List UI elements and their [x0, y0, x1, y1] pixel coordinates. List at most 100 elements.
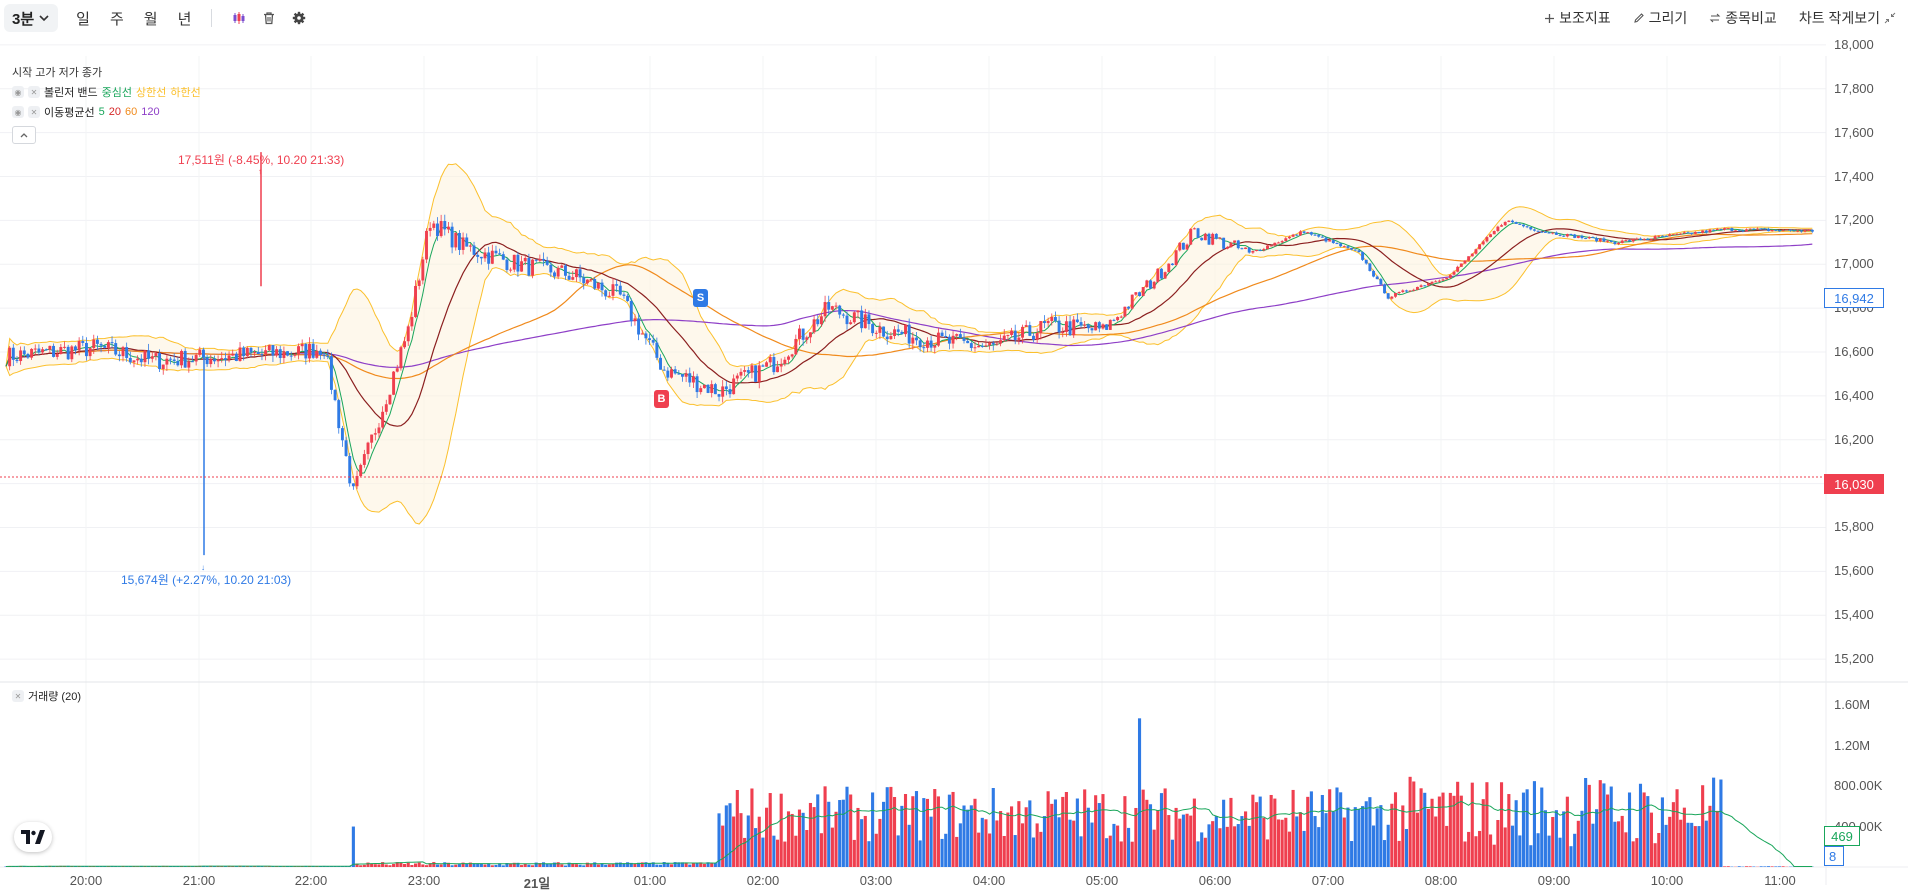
tradingview-logo[interactable] [14, 822, 52, 852]
candle-body [1240, 248, 1243, 249]
time-axis-label: 05:00 [1086, 873, 1119, 888]
volume-bar [1562, 811, 1565, 867]
eye-icon[interactable]: ◉ [12, 86, 24, 98]
close-icon[interactable]: ✕ [28, 86, 40, 98]
volume-bar [984, 819, 987, 867]
candle-body [988, 343, 991, 346]
volume-bar [992, 788, 995, 867]
volume-bar [1602, 783, 1605, 867]
volume-bar [842, 800, 845, 867]
candle-body [1712, 230, 1715, 231]
candle-body [67, 347, 70, 359]
candle-body [999, 340, 1002, 343]
buy-marker[interactable]: B [654, 390, 669, 408]
candle-body [114, 343, 117, 354]
candle-body [535, 260, 538, 261]
candle-body [308, 344, 311, 359]
candle-body [432, 224, 435, 228]
candle-body [524, 258, 527, 261]
volume-bar [1083, 789, 1086, 867]
volume-bar [1705, 821, 1708, 867]
volume-bar [1390, 804, 1393, 867]
volume-bar [520, 865, 523, 867]
candle-body [454, 233, 457, 247]
close-icon[interactable]: ✕ [28, 106, 40, 118]
volume-bar [827, 802, 830, 867]
candle-body [443, 221, 446, 229]
candle-body [323, 355, 326, 356]
volume-bar [1511, 826, 1514, 867]
volume-bar [1101, 794, 1104, 867]
candle-body [312, 344, 315, 358]
volume-bar [403, 864, 406, 867]
candle-body [385, 404, 388, 412]
candle-body [1244, 248, 1247, 249]
volume-bar [853, 840, 856, 867]
volume-bar [1200, 832, 1203, 867]
volume-bar [1255, 802, 1258, 867]
time-axis-label: 06:00 [1199, 873, 1232, 888]
volume-bar [761, 838, 764, 867]
volume-bar [1379, 805, 1382, 867]
candle-body [484, 252, 487, 258]
volume-bar [1328, 789, 1331, 867]
candle-body [1507, 221, 1510, 222]
candle-body [878, 327, 881, 333]
volume-bar [1142, 790, 1145, 867]
volume-bar [1533, 781, 1536, 867]
candle-body [1559, 235, 1562, 236]
volume-bar [1635, 838, 1638, 867]
price-axis-label: 16,400 [1834, 388, 1874, 403]
candle-body [1076, 320, 1079, 323]
candle-body [769, 357, 772, 362]
candle-body [1515, 222, 1518, 224]
eye-icon[interactable]: ◉ [12, 106, 24, 118]
volume-bar [593, 862, 596, 867]
candle-body [655, 343, 658, 358]
ma-legend: ◉ ✕ 이동평균선 5 20 60 120 [12, 104, 160, 120]
candle-body [476, 255, 479, 257]
candle-body [1730, 228, 1733, 231]
volume-bar [1624, 832, 1627, 867]
high-price-annotation: 17,511원 (-8.45%, 10.20 21:33) [178, 151, 344, 168]
candle-body [96, 340, 99, 344]
candle-body [889, 336, 892, 339]
volume-bar [754, 828, 757, 867]
candle-body [586, 280, 589, 284]
candle-body [1149, 280, 1152, 288]
candle-body [1025, 325, 1028, 327]
sell-marker[interactable]: S [693, 289, 708, 307]
candle-body [597, 283, 600, 289]
volume-bar [1299, 812, 1302, 867]
volume-bar [1006, 813, 1009, 867]
candle-body [103, 346, 106, 348]
candle-body [1705, 231, 1708, 233]
candle-body [290, 356, 293, 357]
candle-body [1317, 235, 1320, 237]
candle-body [1390, 297, 1393, 299]
volume-bar [1131, 842, 1134, 867]
candle-body [1719, 229, 1722, 230]
candle-body [984, 345, 987, 346]
volume-bar [1193, 799, 1196, 867]
candle-body [1581, 236, 1584, 238]
candle-body [1789, 230, 1792, 231]
volume-bar [1343, 818, 1346, 867]
candle-body [904, 325, 907, 334]
candle-body [1036, 333, 1039, 340]
candle-body [1785, 230, 1788, 231]
ma60-label: 60 [125, 106, 137, 118]
candle-body [1606, 241, 1609, 242]
candle-body [1284, 238, 1287, 241]
candle-body [429, 228, 432, 231]
candle-body [34, 349, 37, 350]
volume-bar [535, 863, 538, 867]
close-icon[interactable]: ✕ [12, 690, 24, 702]
volume-bar [703, 864, 706, 867]
volume-bar [1039, 832, 1042, 867]
candle-body [1672, 234, 1675, 235]
volume-bar [1065, 792, 1068, 867]
volume-bar [1079, 836, 1082, 867]
legend-collapse-button[interactable] [12, 126, 36, 144]
